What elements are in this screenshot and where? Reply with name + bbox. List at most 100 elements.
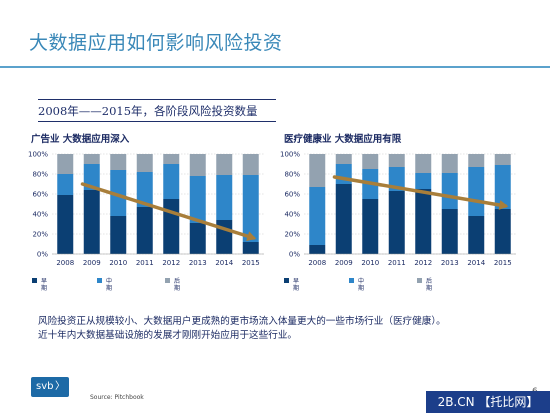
bar-mid <box>494 165 511 209</box>
bar-early <box>189 223 206 254</box>
y-tick-label: 100% <box>28 151 48 159</box>
section-subtitle: 2008年——2015年，各阶段风险投资数量 <box>38 104 258 118</box>
bar-late <box>57 154 74 174</box>
x-tick-label: 2010 <box>361 259 379 267</box>
x-tick-label: 2011 <box>388 259 406 267</box>
legend-swatch-early <box>32 278 37 283</box>
bar-late <box>362 154 379 169</box>
bar-late <box>163 154 180 164</box>
bar-early <box>362 199 379 254</box>
bar-late <box>309 154 326 187</box>
bar-early <box>163 199 180 254</box>
y-tick-label: 60% <box>32 191 48 199</box>
trend-arrow-head-icon <box>246 231 257 241</box>
bar-early <box>57 195 74 254</box>
y-tick-label: 20% <box>284 231 300 239</box>
y-tick-label: 80% <box>284 171 300 179</box>
healthcare-chart: 0% 20% 40% 60% 80% 100% 2008 2009 2010 2011 2012 20… <box>280 151 516 292</box>
bar-late <box>216 154 233 175</box>
y-tick-label: 40% <box>32 211 48 219</box>
bar-mid <box>136 172 153 207</box>
trend-arrow-head-icon <box>498 200 509 210</box>
legend-label-early: 早期 <box>293 278 299 292</box>
bar-early <box>468 216 485 254</box>
y-tick-label: 20% <box>32 231 48 239</box>
page-title: 大数据应用如何影响风险投资 <box>29 32 283 54</box>
x-tick-label: 2013 <box>189 259 207 267</box>
title-divider <box>0 66 550 68</box>
trend-arrow-line <box>80 182 256 240</box>
bar-late <box>415 154 432 173</box>
legend-swatch-mid <box>97 278 102 283</box>
bar-mid <box>163 164 180 199</box>
source-note: Source: Pitchbook <box>90 394 144 401</box>
bar-late <box>242 154 259 175</box>
bar-late <box>494 154 511 165</box>
legend-label-mid: 中期 <box>106 277 112 292</box>
y-tick-label: 0% <box>289 251 300 259</box>
bar-mid <box>83 164 100 190</box>
bar-early <box>415 189 432 254</box>
x-tick-label: 2011 <box>136 259 154 267</box>
logo-arrow-icon: 〉 <box>55 381 65 392</box>
bar-early <box>136 207 153 254</box>
x-tick-label: 2015 <box>242 259 260 267</box>
bar-early <box>110 216 127 254</box>
chart-title-healthcare: 医疗健康业 大数据应用有限 <box>284 134 402 145</box>
bar-mid <box>388 167 405 191</box>
bar-early <box>335 184 352 254</box>
y-tick-label: 60% <box>284 191 300 199</box>
legend-label-late: 后期 <box>174 277 180 292</box>
legend-label-late: 后期 <box>426 277 432 292</box>
x-tick-label: 2009 <box>335 259 353 267</box>
legend-label-early: 早期 <box>41 278 47 292</box>
x-tick-label: 2012 <box>162 259 180 267</box>
bar-mid <box>57 174 74 195</box>
bar-early <box>83 190 100 254</box>
bar-late <box>136 154 153 172</box>
advertising-chart: 0% 20% 40% 60% 80% 100% 2008 2009 2010 2011 2012 20… <box>28 151 264 292</box>
x-tick-label: 2010 <box>109 259 127 267</box>
bar-mid <box>415 173 432 189</box>
subtitle-divider-top <box>38 99 276 100</box>
bar-mid <box>189 176 206 223</box>
bar-early <box>216 220 233 254</box>
chart-title-advertising: 广告业 大数据应用深入 <box>31 134 130 145</box>
bar-late <box>388 154 405 167</box>
bar-early <box>242 242 259 254</box>
y-tick-label: 80% <box>32 171 48 179</box>
bar-mid <box>309 187 326 245</box>
bar-mid <box>216 175 233 220</box>
y-tick-label: 100% <box>280 151 300 159</box>
bar-mid <box>242 175 259 242</box>
x-tick-label: 2013 <box>441 259 459 267</box>
bar-early <box>494 209 511 254</box>
y-tick-label: 40% <box>284 211 300 219</box>
bar-early <box>441 209 458 254</box>
bar-mid <box>441 173 458 209</box>
x-tick-label: 2009 <box>83 259 101 267</box>
x-tick-label: 2008 <box>308 259 326 267</box>
legend-swatch-late <box>165 278 170 283</box>
x-tick-label: 2012 <box>414 259 432 267</box>
legend-swatch-mid <box>349 278 354 283</box>
bar-early <box>309 245 326 254</box>
bar-mid <box>468 167 485 216</box>
x-tick-label: 2008 <box>56 259 74 267</box>
trend-arrow-line <box>332 175 508 208</box>
x-tick-label: 2014 <box>215 259 233 267</box>
bar-late <box>110 154 127 170</box>
logo-text: svb <box>36 381 54 392</box>
x-tick-label: 2015 <box>494 259 512 267</box>
legend-swatch-early <box>284 278 289 283</box>
description-line-1: 风险投资正从规模较小、大数据用户更成熟的更市场流入体量更大的一些市场行业（医疗健… <box>38 316 446 327</box>
bar-early <box>388 191 405 254</box>
legend-label-mid: 中期 <box>358 277 364 292</box>
legend-swatch-late <box>417 278 422 283</box>
bar-late <box>335 154 352 164</box>
bar-late <box>83 154 100 164</box>
bar-late <box>441 154 458 173</box>
x-tick-label: 2014 <box>467 259 485 267</box>
subtitle-divider-bottom <box>38 121 276 122</box>
description-line-2: 近十年内大数据基础设施的发展才刚刚开始应用于这些行业。 <box>38 330 298 341</box>
